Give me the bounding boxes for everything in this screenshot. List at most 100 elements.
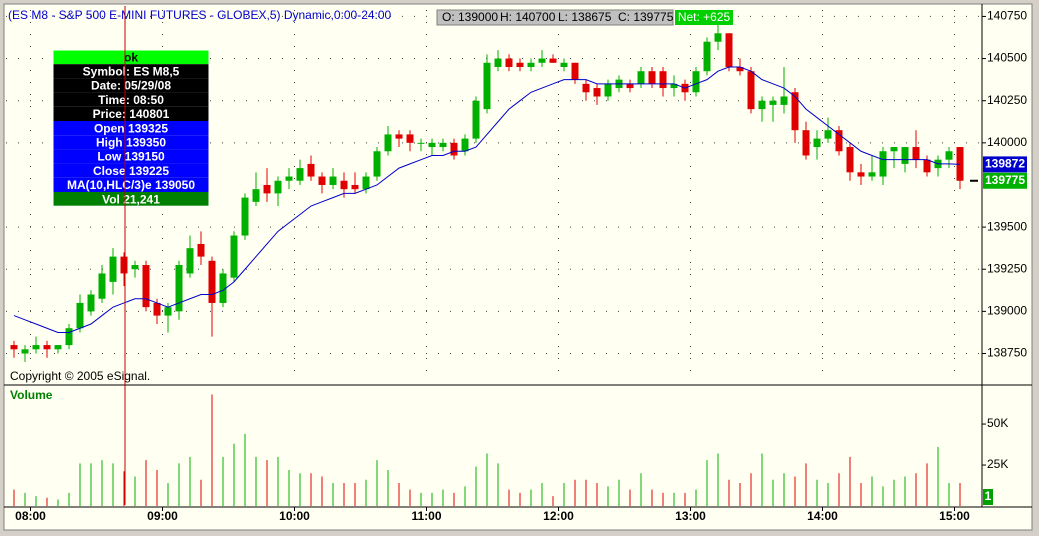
y-tick-label: 138750: [987, 346, 1027, 360]
y-tick-label: 139250: [987, 261, 1027, 275]
candle-body: [274, 180, 282, 194]
y-tick-label: 140500: [987, 51, 1027, 65]
candle-body: [505, 58, 513, 67]
candle-body: [648, 71, 656, 84]
candle-body: [901, 147, 909, 164]
candle-body: [164, 307, 172, 316]
candle-body: [197, 243, 205, 257]
candle-body: [65, 328, 73, 346]
candle-body: [956, 147, 964, 181]
info-row: Close 139225: [93, 164, 169, 178]
info-status-bg: [53, 50, 209, 65]
info-row: Low 139150: [97, 150, 165, 164]
info-row-bg: [53, 106, 209, 121]
volume-tick-label: 25K: [987, 457, 1008, 471]
candle-body: [54, 345, 62, 350]
volume-tick-label: 50K: [987, 416, 1008, 430]
net-box: [675, 10, 733, 25]
info-status: ok: [124, 50, 138, 64]
net-label: Net: +625: [678, 10, 731, 24]
candle-body: [593, 88, 601, 97]
summary-open: O: 139000: [442, 10, 498, 24]
candle-body: [428, 142, 436, 148]
candle-body: [43, 345, 51, 350]
candle-body: [714, 33, 722, 42]
ma-line: [13, 66, 961, 333]
candle-body: [780, 96, 788, 105]
candle-body: [527, 62, 535, 67]
candle-body: [351, 184, 359, 190]
info-volume-bg: [53, 192, 209, 207]
candle-body: [241, 197, 249, 236]
candle-body: [736, 66, 744, 72]
info-row-bg: [53, 177, 209, 192]
candle-body: [142, 265, 150, 308]
candle-body: [494, 58, 502, 67]
candle-body: [307, 163, 315, 177]
candle-body: [120, 256, 128, 274]
volume-marker-box: [983, 489, 993, 505]
last-price-label: 139775: [985, 173, 1025, 187]
candle-body: [879, 151, 887, 177]
candle-body: [109, 256, 117, 282]
candle-body: [890, 147, 898, 152]
info-row-bg: [53, 78, 209, 93]
candle-body: [21, 349, 29, 354]
summary-low: L: 138675: [558, 10, 612, 24]
candle-body: [747, 71, 755, 110]
info-row: Date: 05/29/08: [91, 79, 171, 93]
x-tick-label: 09:00: [147, 509, 178, 523]
info-row: MA(10,HLC/3)e 139050: [67, 178, 195, 192]
x-tick-label: 12:00: [543, 509, 574, 523]
candle-body: [692, 71, 700, 93]
x-tick-label: 11:00: [411, 509, 441, 523]
x-tick-label: 13:00: [675, 509, 706, 523]
x-tick-label: 15:00: [939, 509, 970, 523]
info-row-bg: [53, 92, 209, 107]
x-tick-label: 14:00: [807, 509, 838, 523]
summary-close: C: 139775: [618, 10, 674, 24]
candle-body: [824, 130, 832, 139]
info-row: Open 139325: [94, 121, 168, 135]
candle-body: [219, 273, 227, 303]
candle-body: [362, 176, 370, 190]
candle-body: [604, 83, 612, 97]
info-row: Price: 140801: [93, 107, 170, 121]
candle-body: [175, 265, 183, 312]
summary-box: [436, 9, 674, 26]
y-tick-label: 140000: [987, 135, 1027, 149]
candle-body: [483, 62, 491, 110]
candle-body: [461, 138, 469, 152]
candle-body: [659, 71, 667, 89]
candle-body: [472, 100, 480, 139]
candle-body: [329, 176, 337, 185]
info-row: Time: 08:50: [98, 93, 164, 107]
y-tick-label: 140250: [987, 93, 1027, 107]
candle-body: [857, 172, 865, 177]
candle-body: [758, 100, 766, 110]
candle-body: [670, 83, 678, 89]
info-row-bg: [53, 64, 209, 79]
info-row-bg: [53, 135, 209, 150]
candle-body: [32, 345, 40, 350]
candle-body: [318, 176, 326, 185]
candle-body: [923, 159, 931, 173]
candle-body: [417, 142, 425, 144]
candle-body: [538, 58, 546, 63]
candle-body: [98, 273, 106, 299]
candle-body: [373, 151, 381, 177]
copyright: Copyright © 2005 eSignal.: [10, 369, 150, 383]
candle-body: [560, 62, 568, 67]
ma-value-label: 139872: [985, 157, 1025, 171]
candle-body: [868, 172, 876, 177]
candle-body: [76, 302, 84, 329]
candle-body: [252, 189, 260, 202]
candle-body: [626, 83, 634, 89]
candle-body: [813, 138, 821, 148]
y-tick-label: 139000: [987, 304, 1027, 318]
candle-body: [791, 92, 799, 131]
info-row-bg: [53, 149, 209, 164]
info-row: Symbol: ES M8,5: [83, 64, 180, 78]
candle-body: [87, 294, 95, 312]
